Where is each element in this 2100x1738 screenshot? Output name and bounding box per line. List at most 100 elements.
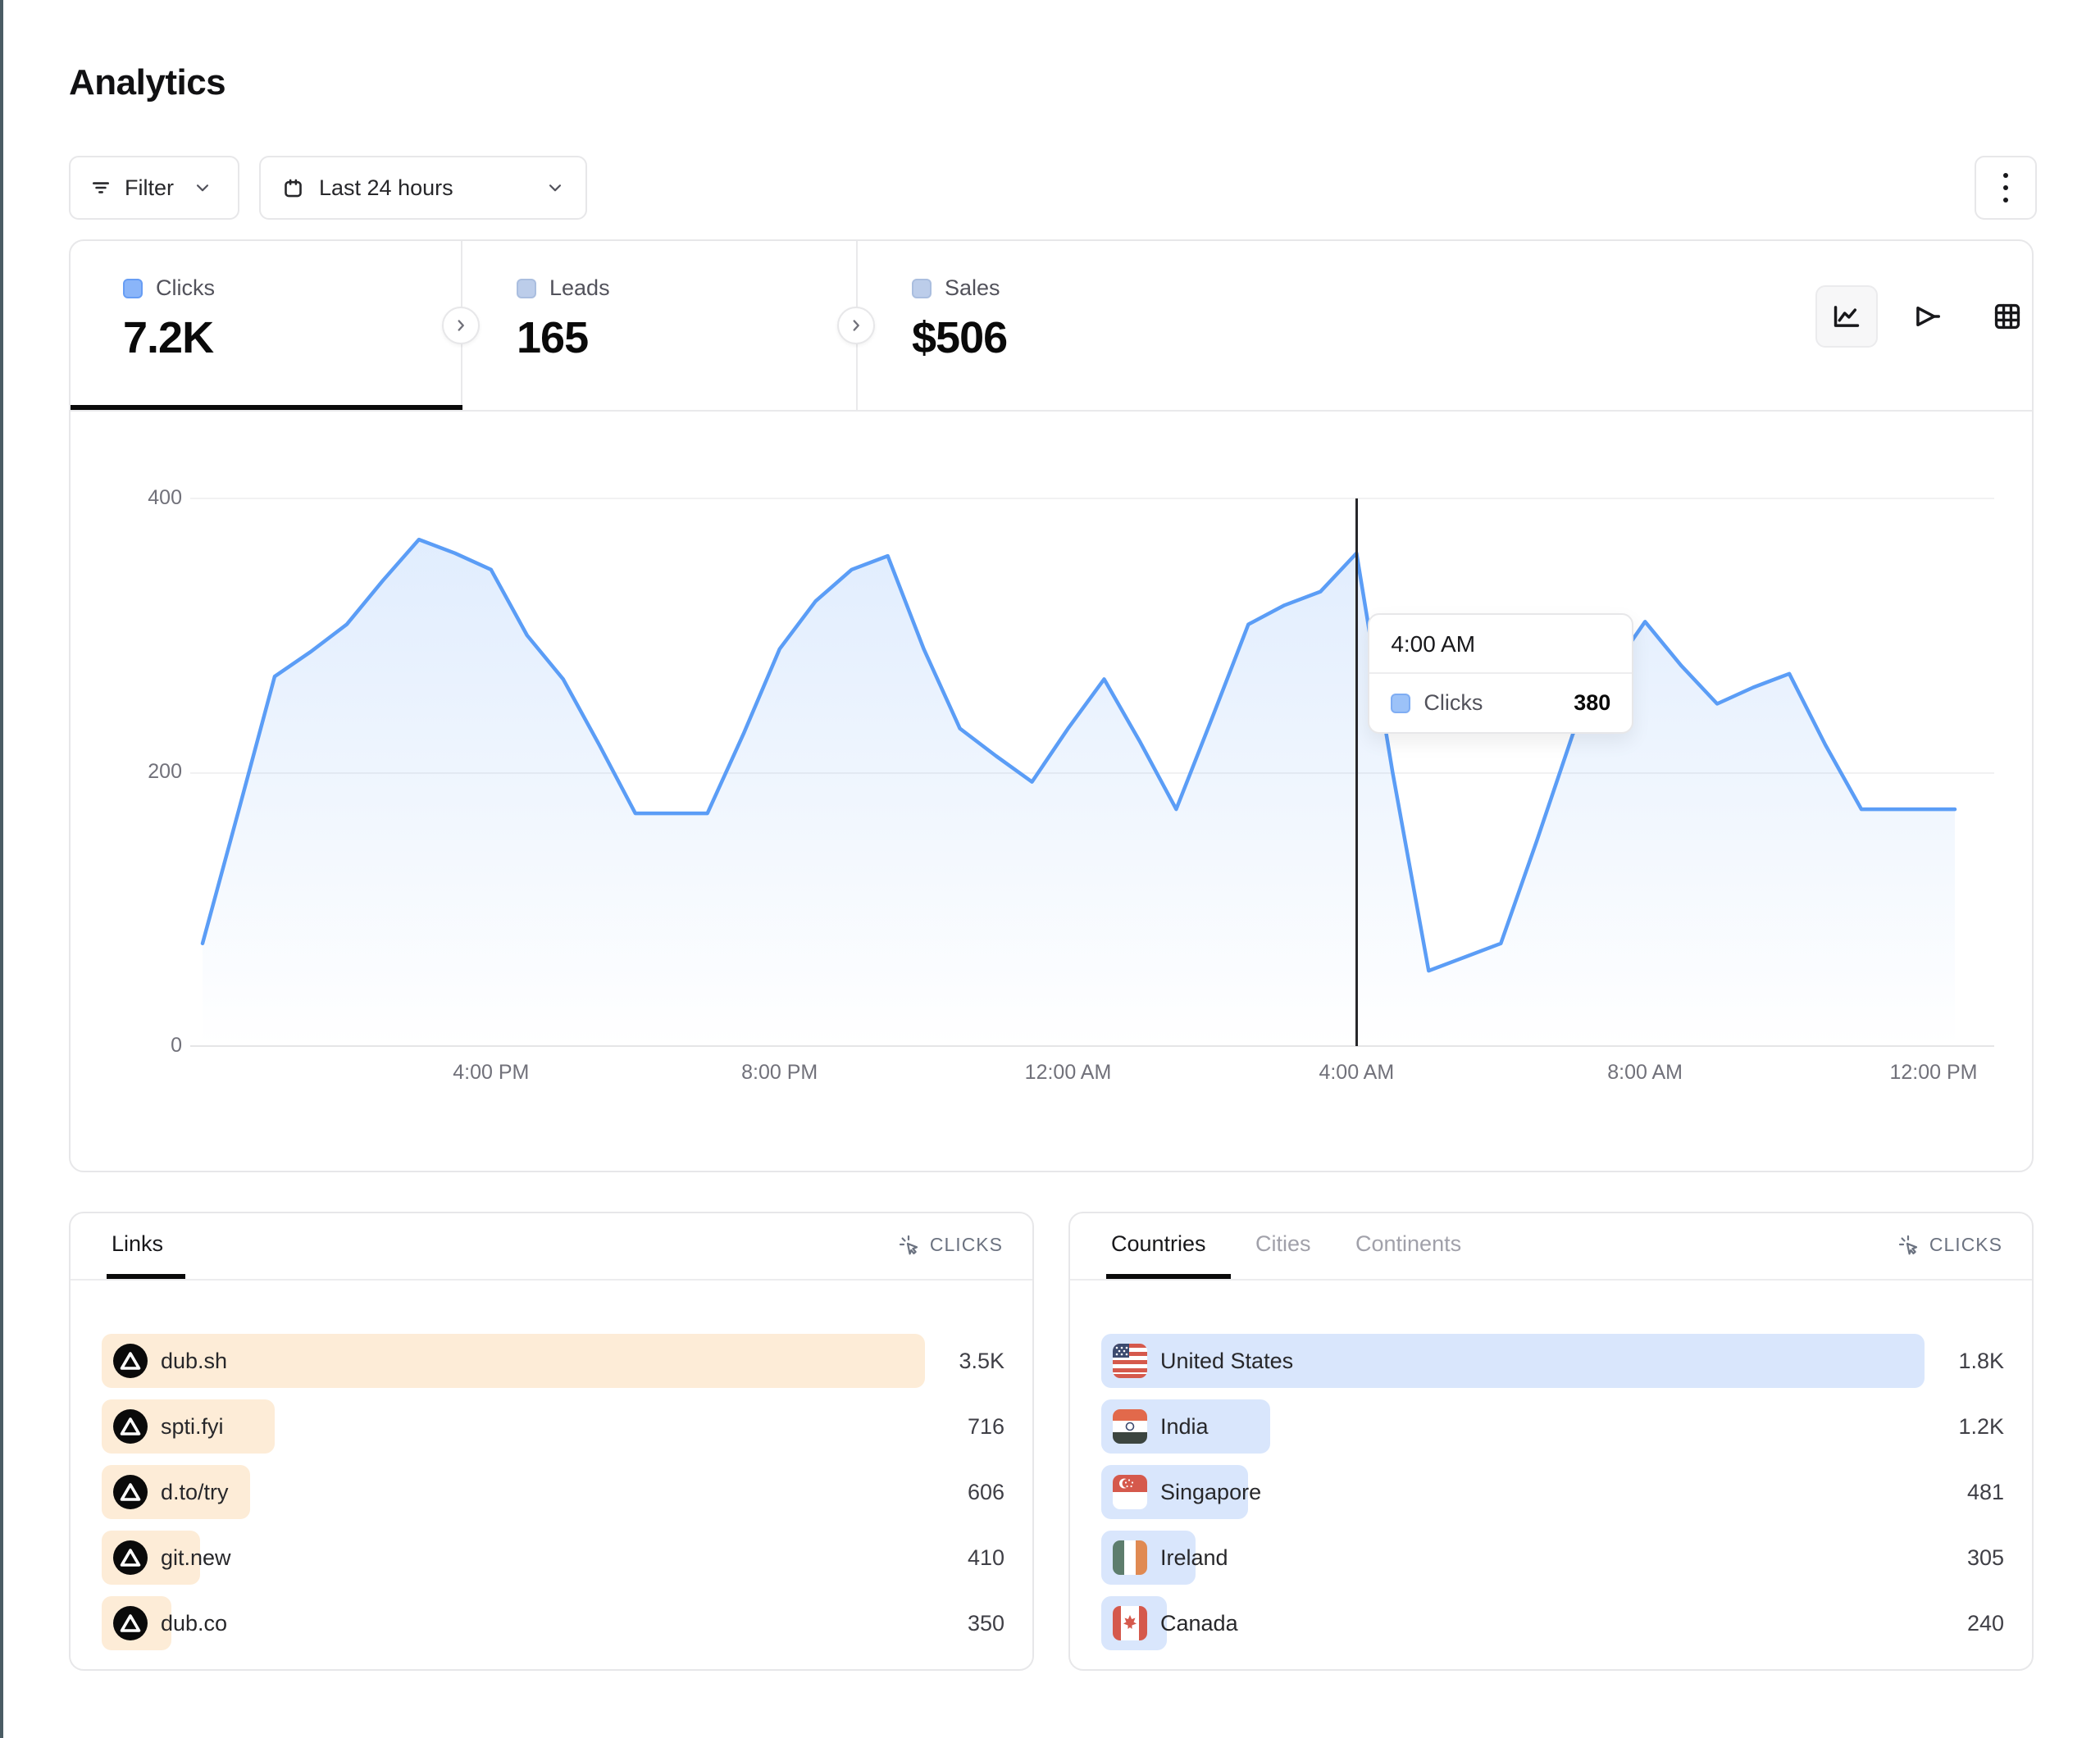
metric-value: $506 <box>912 313 1008 362</box>
row-label: India <box>1160 1413 1209 1439</box>
tab-countries[interactable]: Countries <box>1111 1231 1206 1256</box>
hover-marker-line <box>1355 498 1358 1046</box>
links-clicks-header[interactable]: CLICKS <box>897 1233 1003 1256</box>
chevron-down-icon <box>546 179 564 197</box>
link-row[interactable]: dub.sh 3.5K <box>102 1334 1004 1388</box>
row-value: 1.8K <box>1958 1348 2004 1373</box>
metric-label: Clicks <box>156 275 215 300</box>
expand-clicks-button[interactable] <box>442 307 480 344</box>
calendar-icon <box>282 177 304 199</box>
metric-label: Leads <box>549 275 610 300</box>
tooltip-value: 380 <box>1574 690 1611 715</box>
dub-logo-icon <box>120 1417 141 1435</box>
country-row[interactable]: Canada 240 <box>1101 1596 2004 1650</box>
country-row[interactable]: India 1.2K <box>1101 1399 2004 1454</box>
dub-logo-icon <box>120 1549 141 1567</box>
row-bar <box>102 1334 925 1388</box>
link-favicon <box>113 1606 148 1640</box>
country-flag <box>1113 1606 1147 1640</box>
tooltip-clicks-square-icon <box>1391 693 1411 713</box>
link-row[interactable]: spti.fyi 716 <box>102 1399 1004 1454</box>
chart-line <box>200 537 1957 973</box>
row-label: dub.sh <box>161 1348 228 1373</box>
link-row[interactable]: dub.co 350 <box>102 1596 1004 1650</box>
flag-us-icon <box>1113 1344 1147 1378</box>
tab-cities[interactable]: Cities <box>1255 1231 1311 1256</box>
link-favicon <box>113 1475 148 1509</box>
dub-logo-icon <box>120 1614 141 1632</box>
kebab-menu-icon <box>2003 173 2008 202</box>
country-row[interactable]: United States 1.8K <box>1101 1334 2004 1388</box>
row-value: 481 <box>1966 1479 2004 1504</box>
row-value: 3.5K <box>959 1348 1004 1373</box>
metric-value: 7.2K <box>123 313 214 362</box>
table-view-button[interactable] <box>1976 285 2032 348</box>
countries-panel-header: Countries Cities Continents CLICKS <box>1070 1213 2032 1281</box>
country-flag <box>1113 1344 1147 1378</box>
table-grid-icon <box>1994 303 2020 330</box>
chart-view-toggles <box>1815 285 2032 348</box>
row-label: Ireland <box>1160 1545 1228 1570</box>
tooltip-time: 4:00 AM <box>1369 615 1633 674</box>
filter-button-label: Filter <box>125 175 174 200</box>
window-edge-accent <box>0 0 3 1738</box>
line-chart-icon <box>1834 306 1860 327</box>
row-label: d.to/try <box>161 1479 229 1504</box>
cursor-click-icon <box>1898 1235 1918 1255</box>
link-row[interactable]: d.to/try 606 <box>102 1465 1004 1519</box>
gridline-400 <box>190 498 1994 499</box>
row-label: Canada <box>1160 1610 1238 1636</box>
countries-clicks-header[interactable]: CLICKS <box>1897 1233 2002 1256</box>
analytics-card: Clicks 7.2K Leads 165 Sales $506 <box>69 239 2034 1172</box>
links-panel-header: Links CLICKS <box>71 1213 1032 1281</box>
tab-leads[interactable]: Leads 165 <box>517 275 610 363</box>
metric-value: 165 <box>517 313 589 362</box>
sales-legend-square-icon <box>912 278 932 298</box>
chart-tooltip: 4:00 AM Clicks 380 <box>1368 613 1634 734</box>
link-row[interactable]: git.new 410 <box>102 1531 1004 1585</box>
flag-sg-icon <box>1113 1475 1147 1509</box>
row-label: United States <box>1160 1348 1294 1373</box>
link-favicon <box>113 1344 148 1378</box>
x-axis-tick: 12:00 AM <box>1024 1061 1112 1084</box>
funnel-icon <box>1916 306 1940 327</box>
country-row[interactable]: Singapore 481 <box>1101 1465 2004 1519</box>
leads-legend-square-icon <box>517 278 536 298</box>
row-value: 350 <box>967 1610 1004 1636</box>
row-value: 606 <box>967 1479 1004 1504</box>
filter-button[interactable]: Filter <box>69 156 239 220</box>
links-panel: Links CLICKS dub.sh 3.5K spti.fyi 716 d.to/t… <box>69 1212 1034 1671</box>
date-range-button[interactable]: Last 24 hours <box>259 156 587 220</box>
page-title: Analytics <box>69 62 226 102</box>
tab-links[interactable]: Links <box>112 1231 164 1256</box>
chevron-down-icon <box>194 179 212 197</box>
x-axis-tick: 12:00 PM <box>1889 1061 1978 1084</box>
country-row[interactable]: Ireland 305 <box>1101 1531 2004 1585</box>
chart-area-fill <box>203 539 1955 1046</box>
tab-clicks[interactable]: Clicks 7.2K <box>123 275 215 363</box>
funnel-view-button[interactable] <box>1896 285 1958 348</box>
dub-logo-icon <box>120 1483 141 1501</box>
tab-continents[interactable]: Continents <box>1355 1231 1462 1256</box>
line-chart-view-button[interactable] <box>1815 285 1878 348</box>
more-options-button[interactable] <box>1975 156 2037 220</box>
cursor-click-icon <box>899 1235 918 1255</box>
metric-tabs-row <box>71 241 2032 412</box>
flag-in-icon <box>1113 1409 1147 1444</box>
countries-panel: Countries Cities Continents CLICKS Unite… <box>1068 1212 2034 1671</box>
metric-label: Sales <box>945 275 1000 300</box>
filter-icon <box>90 177 112 198</box>
row-label: Singapore <box>1160 1479 1262 1504</box>
x-axis-tick: 8:00 AM <box>1607 1061 1683 1084</box>
country-flag <box>1113 1475 1147 1509</box>
clicks-area-chart[interactable] <box>71 241 2034 1172</box>
y-axis-tick: 400 <box>148 486 182 509</box>
row-value: 1.2K <box>1958 1413 2004 1439</box>
clicks-legend-square-icon <box>123 278 143 298</box>
expand-leads-button[interactable] <box>837 307 875 344</box>
tab-sales[interactable]: Sales $506 <box>912 275 1008 363</box>
country-flag <box>1113 1540 1147 1575</box>
date-range-label: Last 24 hours <box>319 175 453 200</box>
active-tab-underline <box>71 405 462 410</box>
y-axis-tick: 0 <box>171 1034 182 1057</box>
